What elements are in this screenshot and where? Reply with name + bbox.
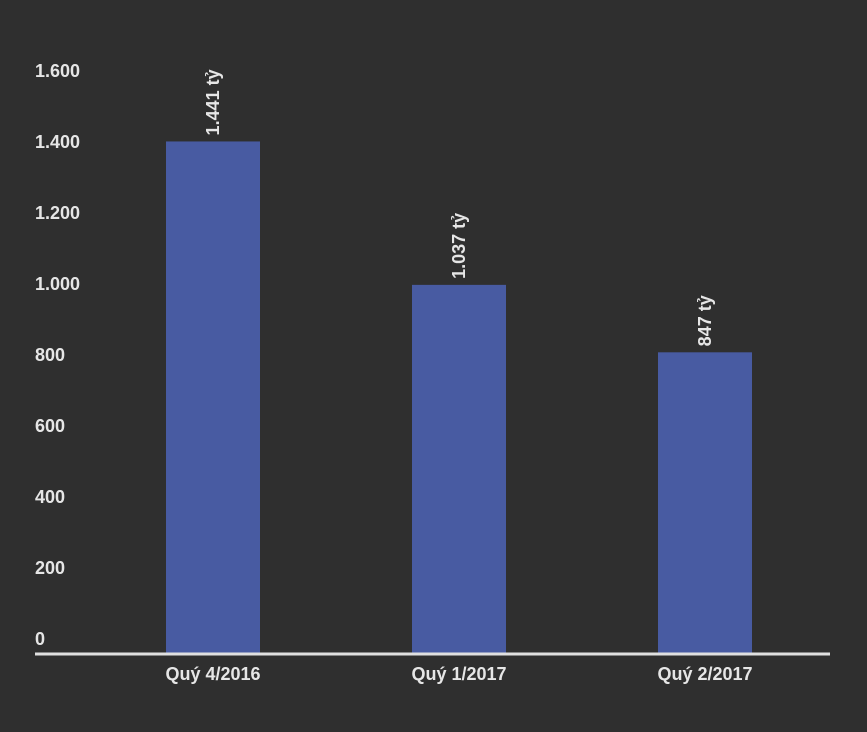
y-tick-label: 0 — [35, 629, 45, 649]
x-tick-label: Quý 4/2016 — [165, 664, 260, 684]
data-label: 1.441 tỷ — [203, 69, 223, 135]
y-tick-label: 1.600 — [35, 61, 80, 81]
bar-3 — [658, 352, 752, 653]
data-label: 847 tỷ — [695, 295, 715, 346]
y-tick-label: 800 — [35, 345, 65, 365]
y-tick-label: 1.400 — [35, 132, 80, 152]
bar-1 — [166, 141, 260, 653]
data-label: 1.037 tỷ — [449, 213, 469, 279]
x-tick-label: Quý 1/2017 — [411, 664, 506, 684]
y-tick-label: 1.200 — [35, 203, 80, 223]
x-tick-label: Quý 2/2017 — [657, 664, 752, 684]
y-tick-label: 600 — [35, 416, 65, 436]
y-tick-label: 400 — [35, 487, 65, 507]
bar-2 — [412, 284, 506, 653]
y-tick-label: 1.000 — [35, 274, 80, 294]
y-tick-label: 200 — [35, 558, 65, 578]
